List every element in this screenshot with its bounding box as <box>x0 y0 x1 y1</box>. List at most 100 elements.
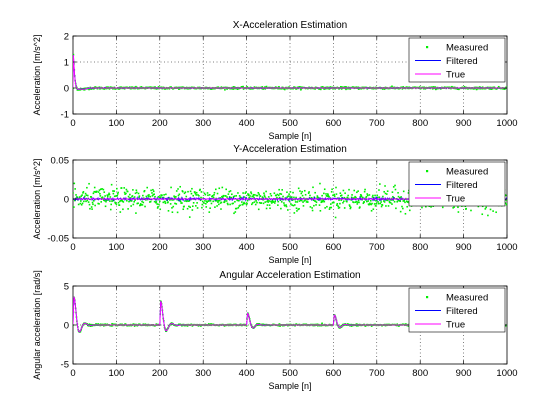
measured-point <box>282 195 284 198</box>
measured-point <box>201 200 204 203</box>
measured-point <box>191 209 194 211</box>
measured-point <box>357 86 359 89</box>
measured-point <box>287 87 289 90</box>
legend-label: Measured <box>446 43 488 54</box>
measured-point <box>189 190 192 193</box>
measured-point <box>303 197 305 199</box>
measured-point <box>235 194 237 197</box>
measured-point <box>200 191 203 193</box>
measured-point <box>248 198 251 201</box>
measured-point <box>265 190 267 193</box>
measured-point <box>258 323 260 325</box>
measured-point <box>194 192 197 195</box>
measured-point <box>149 86 152 88</box>
measured-point <box>252 193 255 196</box>
measured-point <box>206 192 209 194</box>
measured-point <box>264 86 266 88</box>
measured-point <box>385 205 387 207</box>
measured-point <box>160 86 163 89</box>
measured-point <box>171 207 173 209</box>
measured-point <box>504 194 507 197</box>
measured-point <box>258 193 260 196</box>
measured-point <box>159 208 162 211</box>
measured-point <box>283 88 286 91</box>
measured-point <box>311 207 313 209</box>
measured-point <box>383 201 386 203</box>
measured-point <box>219 202 222 204</box>
measured-point <box>336 197 339 199</box>
measured-point <box>364 188 366 191</box>
measured-point <box>144 205 146 208</box>
measured-point <box>385 199 388 201</box>
measured-point <box>83 200 85 203</box>
measured-point <box>170 86 172 88</box>
measured-point <box>336 203 339 205</box>
measured-point <box>253 86 256 88</box>
measured-point <box>251 203 253 206</box>
measured-point <box>115 203 118 205</box>
measured-point <box>78 197 80 200</box>
measured-point <box>266 200 268 203</box>
measured-point <box>349 205 351 207</box>
measured-point <box>463 85 466 88</box>
measured-point <box>295 207 298 210</box>
measured-point <box>299 87 302 90</box>
measured-point <box>263 192 265 195</box>
measured-point <box>265 207 268 210</box>
measured-point <box>131 195 134 197</box>
x-axis-label: Sample [n] <box>268 131 311 141</box>
measured-point <box>118 204 121 206</box>
chart-panel-1: 0 100 200 300 400 500 600 700 800 900 1000-1012X-A… <box>32 20 518 141</box>
measured-point <box>387 205 390 207</box>
measured-point <box>104 205 107 208</box>
y-tick-label: -1 <box>61 110 69 121</box>
measured-point <box>217 200 220 202</box>
measured-point <box>214 206 216 208</box>
measured-point <box>93 186 96 189</box>
measured-point <box>287 195 290 197</box>
measured-point <box>108 192 110 195</box>
measured-point <box>318 204 321 206</box>
measured-point <box>120 187 123 189</box>
measured-point <box>119 211 122 213</box>
measured-point <box>465 207 467 210</box>
measured-point <box>331 188 333 191</box>
measured-point <box>300 199 303 202</box>
measured-point <box>290 197 293 199</box>
measured-point <box>339 195 342 197</box>
measured-point <box>263 194 266 196</box>
measured-point <box>237 199 240 202</box>
measured-point <box>334 216 337 219</box>
measured-point <box>249 88 251 90</box>
measured-point <box>172 199 174 201</box>
measured-point <box>77 203 80 206</box>
measured-point <box>359 195 362 198</box>
measured-point <box>226 202 229 205</box>
measured-point <box>267 199 269 201</box>
x-tick-label: 1000 <box>496 118 517 129</box>
measured-point <box>319 182 321 185</box>
measured-point <box>360 194 362 197</box>
measured-point <box>372 87 375 90</box>
measured-point <box>244 202 246 205</box>
measured-point <box>320 86 323 88</box>
measured-point <box>225 188 227 191</box>
measured-point <box>378 189 380 191</box>
measured-point <box>132 189 134 191</box>
measured-point <box>82 192 84 194</box>
measured-point <box>315 201 318 204</box>
measured-point <box>277 87 280 90</box>
measured-point <box>358 207 361 209</box>
measured-point <box>133 323 135 326</box>
measured-point <box>199 199 202 202</box>
measured-point <box>140 204 142 206</box>
measured-point <box>383 190 385 193</box>
measured-point <box>296 210 298 212</box>
measured-point <box>399 197 401 199</box>
measured-point <box>97 202 99 205</box>
measured-point <box>136 202 139 205</box>
measured-point <box>300 199 302 202</box>
measured-point <box>179 200 182 203</box>
measured-point <box>380 201 382 203</box>
